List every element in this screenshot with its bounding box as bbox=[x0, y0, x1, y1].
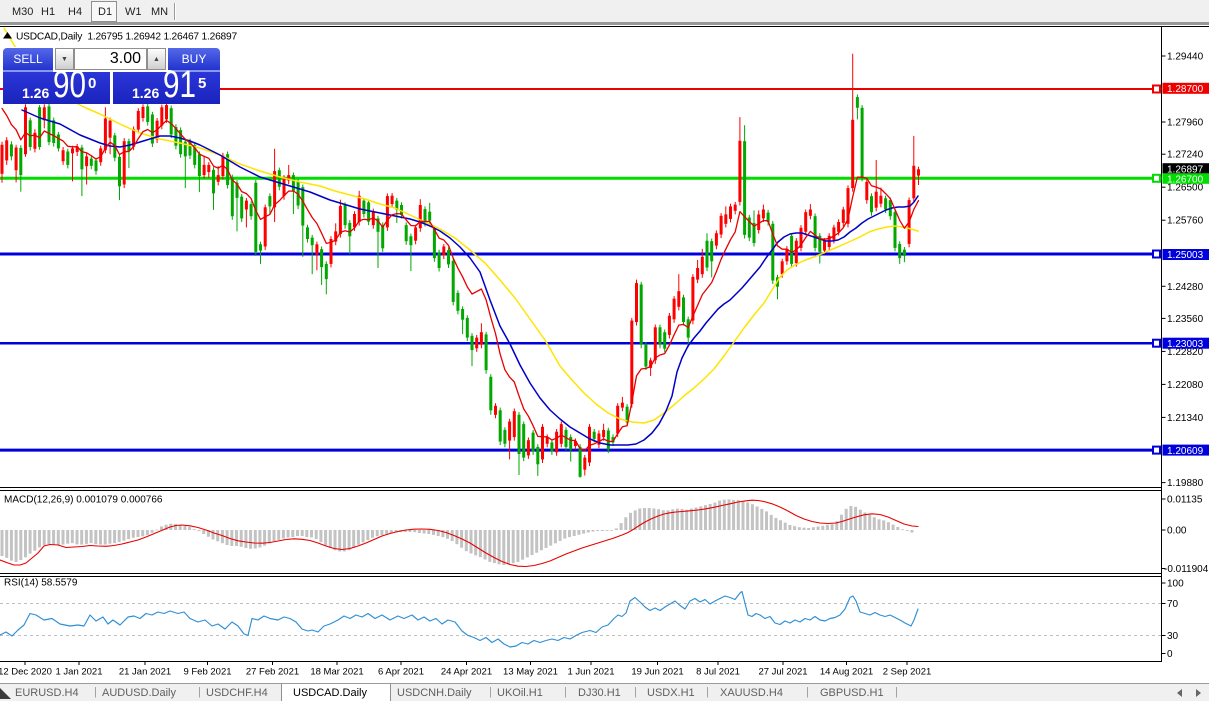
svg-text:1.22080: 1.22080 bbox=[1167, 380, 1204, 391]
svg-text:21 Jan 2021: 21 Jan 2021 bbox=[119, 667, 171, 678]
svg-text:1.26500: 1.26500 bbox=[1167, 183, 1204, 194]
svg-text:27 Feb 2021: 27 Feb 2021 bbox=[246, 667, 299, 678]
svg-text:USDCAD,Daily 1.26795 1.26942: USDCAD,Daily 1.26795 1.26942 1.26467 1.2… bbox=[16, 32, 237, 43]
svg-text:1.26700: 1.26700 bbox=[1167, 175, 1204, 186]
svg-text:0.01135: 0.01135 bbox=[1167, 495, 1203, 506]
svg-text:1.29440: 1.29440 bbox=[1167, 52, 1204, 63]
svg-text:1.26897: 1.26897 bbox=[1167, 164, 1204, 175]
svg-text:1.27960: 1.27960 bbox=[1167, 118, 1204, 129]
svg-text:RSI(14) 58.5579: RSI(14) 58.5579 bbox=[4, 578, 78, 589]
svg-text:1.23003: 1.23003 bbox=[1167, 339, 1204, 350]
svg-text:-0.011904: -0.011904 bbox=[1164, 564, 1209, 575]
svg-text:14 Aug 2021: 14 Aug 2021 bbox=[820, 667, 873, 678]
svg-text:30: 30 bbox=[1167, 631, 1179, 642]
svg-text:1.21340: 1.21340 bbox=[1167, 413, 1204, 424]
svg-text:1.27240: 1.27240 bbox=[1167, 150, 1204, 161]
svg-text:70: 70 bbox=[1167, 599, 1179, 610]
svg-text:100: 100 bbox=[1167, 579, 1184, 590]
svg-text:1.22820: 1.22820 bbox=[1167, 347, 1204, 358]
svg-text:1 Jun 2021: 1 Jun 2021 bbox=[567, 667, 614, 678]
svg-text:24 Apr 2021: 24 Apr 2021 bbox=[441, 667, 492, 678]
svg-text:0.00: 0.00 bbox=[1167, 526, 1187, 537]
svg-text:9 Feb 2021: 9 Feb 2021 bbox=[183, 667, 231, 678]
svg-text:1.24280: 1.24280 bbox=[1167, 282, 1204, 293]
svg-text:1.25003: 1.25003 bbox=[1167, 250, 1204, 261]
svg-text:6 Apr 2021: 6 Apr 2021 bbox=[378, 667, 424, 678]
svg-text:1 Jan 2021: 1 Jan 2021 bbox=[55, 667, 102, 678]
svg-text:1.28700: 1.28700 bbox=[1167, 84, 1204, 95]
svg-text:27 Jul 2021: 27 Jul 2021 bbox=[758, 667, 807, 678]
svg-text:0: 0 bbox=[1167, 649, 1173, 660]
svg-text:1.23560: 1.23560 bbox=[1167, 314, 1204, 325]
svg-text:1.25760: 1.25760 bbox=[1167, 216, 1204, 227]
svg-text:1.20609: 1.20609 bbox=[1167, 446, 1204, 457]
svg-text:MACD(12,26,9) 0.001079 0.00076: MACD(12,26,9) 0.001079 0.000766 bbox=[4, 495, 163, 506]
svg-text:12 Dec 2020: 12 Dec 2020 bbox=[0, 667, 52, 678]
svg-text:19 Jun 2021: 19 Jun 2021 bbox=[631, 667, 683, 678]
svg-text:8 Jul 2021: 8 Jul 2021 bbox=[696, 667, 740, 678]
svg-text:18 Mar 2021: 18 Mar 2021 bbox=[310, 667, 363, 678]
svg-text:13 May 2021: 13 May 2021 bbox=[503, 667, 558, 678]
svg-text:2 Sep 2021: 2 Sep 2021 bbox=[883, 667, 932, 678]
svg-text:1.19880: 1.19880 bbox=[1167, 478, 1204, 489]
